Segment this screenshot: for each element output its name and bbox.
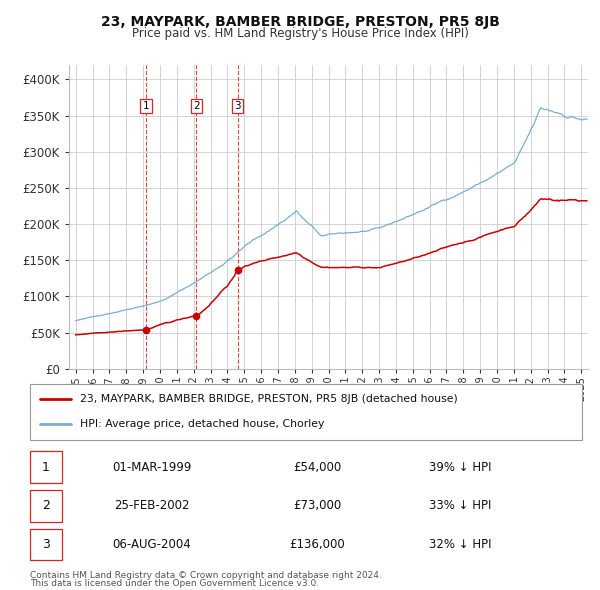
Text: 33% ↓ HPI: 33% ↓ HPI bbox=[430, 499, 492, 513]
FancyBboxPatch shape bbox=[30, 529, 62, 560]
Text: 06-AUG-2004: 06-AUG-2004 bbox=[112, 538, 191, 551]
Text: 3: 3 bbox=[234, 101, 241, 111]
Text: HPI: Average price, detached house, Chorley: HPI: Average price, detached house, Chor… bbox=[80, 419, 324, 430]
FancyBboxPatch shape bbox=[30, 384, 582, 440]
Text: £73,000: £73,000 bbox=[293, 499, 341, 513]
Text: 1: 1 bbox=[143, 101, 149, 111]
Text: 32% ↓ HPI: 32% ↓ HPI bbox=[430, 538, 492, 551]
FancyBboxPatch shape bbox=[30, 451, 62, 483]
Text: 3: 3 bbox=[42, 538, 50, 551]
Text: £136,000: £136,000 bbox=[289, 538, 345, 551]
Text: Price paid vs. HM Land Registry's House Price Index (HPI): Price paid vs. HM Land Registry's House … bbox=[131, 27, 469, 40]
Text: 23, MAYPARK, BAMBER BRIDGE, PRESTON, PR5 8JB (detached house): 23, MAYPARK, BAMBER BRIDGE, PRESTON, PR5… bbox=[80, 394, 457, 404]
Text: 1: 1 bbox=[42, 461, 50, 474]
Text: This data is licensed under the Open Government Licence v3.0.: This data is licensed under the Open Gov… bbox=[30, 579, 319, 588]
Text: 2: 2 bbox=[193, 101, 200, 111]
Text: 25-FEB-2002: 25-FEB-2002 bbox=[113, 499, 189, 513]
FancyBboxPatch shape bbox=[30, 490, 62, 522]
Text: Contains HM Land Registry data © Crown copyright and database right 2024.: Contains HM Land Registry data © Crown c… bbox=[30, 571, 382, 579]
Text: £54,000: £54,000 bbox=[293, 461, 341, 474]
Text: 23, MAYPARK, BAMBER BRIDGE, PRESTON, PR5 8JB: 23, MAYPARK, BAMBER BRIDGE, PRESTON, PR5… bbox=[101, 15, 499, 29]
Text: 01-MAR-1999: 01-MAR-1999 bbox=[112, 461, 191, 474]
Text: 39% ↓ HPI: 39% ↓ HPI bbox=[430, 461, 492, 474]
Text: 2: 2 bbox=[42, 499, 50, 513]
